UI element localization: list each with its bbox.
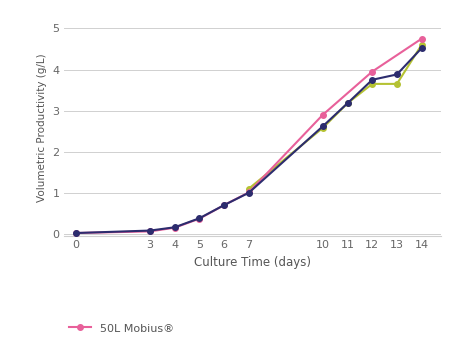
- Line: 50L Mobius®: 50L Mobius®: [73, 36, 425, 236]
- X-axis label: Culture Time (days): Culture Time (days): [194, 256, 311, 269]
- 3L Mobius®: [394, 72, 399, 76]
- 50L Mobius®: [320, 113, 326, 117]
- Spin Tubes: [394, 82, 399, 86]
- 50L Mobius®: [369, 69, 375, 73]
- 3L Mobius®: [369, 78, 375, 82]
- 3L Mobius®: [73, 231, 79, 235]
- 50L Mobius®: [419, 37, 425, 41]
- 3L Mobius®: [246, 191, 252, 195]
- 3L Mobius®: [197, 216, 202, 220]
- Line: 3L Mobius®: 3L Mobius®: [73, 45, 425, 236]
- 3L Mobius®: [222, 203, 227, 207]
- 50L Mobius®: [147, 229, 153, 234]
- Spin Tubes: [246, 187, 252, 191]
- Spin Tubes: [419, 43, 425, 47]
- 50L Mobius®: [197, 217, 202, 221]
- Legend: 50L Mobius®, 3L Mobius®, Spin Tubes: 50L Mobius®, 3L Mobius®, Spin Tubes: [69, 324, 174, 337]
- Spin Tubes: [320, 126, 326, 130]
- Spin Tubes: [345, 101, 350, 105]
- 50L Mobius®: [172, 226, 177, 230]
- 50L Mobius®: [222, 203, 227, 207]
- 3L Mobius®: [147, 228, 153, 233]
- Spin Tubes: [369, 82, 375, 86]
- 3L Mobius®: [172, 225, 177, 229]
- 3L Mobius®: [320, 124, 326, 128]
- 50L Mobius®: [246, 190, 252, 194]
- 3L Mobius®: [419, 46, 425, 50]
- 3L Mobius®: [345, 101, 350, 105]
- Line: Spin Tubes: Spin Tubes: [246, 42, 425, 191]
- Y-axis label: Volumetric Productivity (g/L): Volumetric Productivity (g/L): [37, 54, 47, 203]
- 50L Mobius®: [73, 231, 79, 235]
